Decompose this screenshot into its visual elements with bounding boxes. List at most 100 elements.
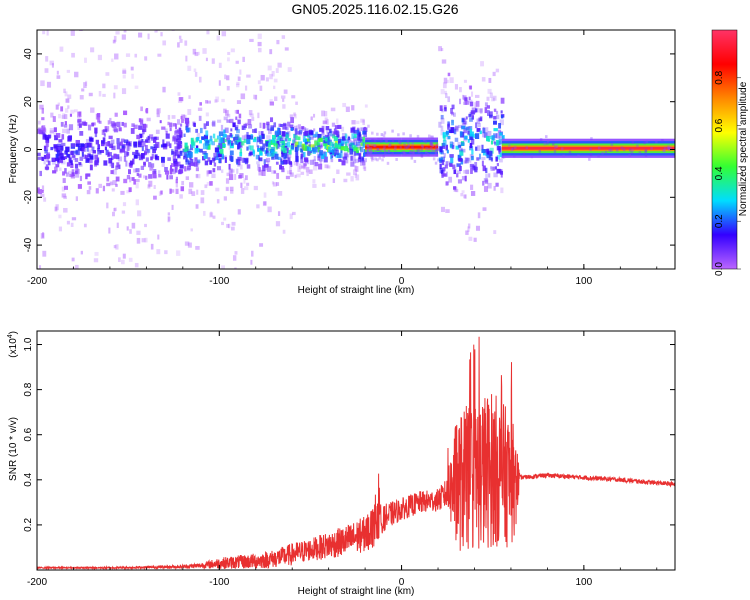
spectrogram-cell bbox=[246, 134, 251, 140]
spectrogram-cell bbox=[152, 146, 157, 151]
spectrogram-cell bbox=[95, 427, 99, 431]
spectrogram-cell bbox=[458, 158, 463, 162]
spectrogram-cell bbox=[336, 153, 342, 159]
spectrogram-cell bbox=[121, 121, 124, 126]
spectrogram-cell bbox=[134, 85, 139, 89]
spectrogram-cell bbox=[94, 127, 98, 134]
spectrogram-cell bbox=[350, 145, 353, 150]
spectrogram-cell bbox=[546, 141, 549, 145]
spectrogram-cell bbox=[237, 209, 241, 215]
spectrogram-cell bbox=[353, 129, 357, 134]
snr-frame bbox=[36, 330, 676, 571]
spectrogram-cell bbox=[115, 183, 118, 187]
spectrogram-cell bbox=[241, 135, 246, 140]
spectrogram-cell bbox=[237, 156, 242, 161]
spectrogram-cell bbox=[266, 147, 269, 154]
spectrogram-cell bbox=[453, 169, 457, 175]
spectrogram-cell bbox=[257, 112, 260, 119]
spectrogram-cell bbox=[260, 74, 265, 81]
spectrogram-cell bbox=[359, 138, 365, 143]
spectrogram-cell bbox=[280, 140, 286, 144]
spectrogram-cell bbox=[49, 130, 54, 134]
spectrogram-cell bbox=[187, 109, 192, 115]
spectrogram-cell bbox=[493, 108, 497, 112]
spectrogram-cell bbox=[172, 155, 177, 162]
spectrogram-cell bbox=[206, 170, 210, 175]
spectrogram-cell bbox=[383, 131, 387, 135]
spectrogram-cell bbox=[636, 144, 639, 148]
spectrogram-cell bbox=[184, 40, 188, 46]
spectrogram-cell bbox=[131, 123, 135, 127]
spectrogram-cell bbox=[312, 183, 317, 188]
spectrogram-cell bbox=[188, 4, 190, 7]
spectrogram-cell bbox=[333, 135, 338, 142]
spectrogram-cell bbox=[487, 88, 492, 94]
spectrogram-cell bbox=[209, 212, 214, 218]
spectrogram-cell bbox=[259, 85, 263, 91]
spectrogram-cell bbox=[438, 46, 442, 52]
spectrogram-cell bbox=[463, 194, 467, 199]
spectrogram-cell bbox=[342, 102, 347, 108]
spectrogram-cell bbox=[280, 95, 286, 99]
spectrogram-cell bbox=[71, 154, 76, 158]
spectrogram-cell bbox=[638, 151, 642, 155]
spectrogram-cell bbox=[158, 191, 162, 196]
spectrogram-cell bbox=[250, 133, 253, 140]
spectrogram-cell bbox=[139, 119, 144, 125]
spectrogram-cell bbox=[261, 133, 265, 139]
spectrogram-cell bbox=[138, 32, 143, 38]
spectrogram-cell bbox=[353, 139, 358, 146]
spectrogram-cell bbox=[111, 58, 114, 62]
spectrogram-cell bbox=[430, 148, 433, 152]
spectrogram-cell bbox=[485, 167, 488, 173]
snr-x-tick-label: -100 bbox=[209, 577, 229, 588]
spectrogram-cell bbox=[377, 137, 380, 141]
spectrogram-cell bbox=[167, 216, 170, 223]
spectrogram-cell bbox=[445, 209, 450, 213]
spectrogram-cell bbox=[444, 164, 448, 169]
spectrogram-cell bbox=[427, 147, 430, 151]
spectrogram-cell bbox=[67, 105, 70, 109]
spectrogram-cell bbox=[122, 148, 126, 153]
spectrogram-cell bbox=[455, 188, 459, 193]
spectrogram-cell bbox=[450, 111, 454, 116]
spectrogram-cell bbox=[232, 122, 236, 128]
spectrogram-cell bbox=[114, 112, 118, 117]
spectrogram-cell bbox=[469, 163, 475, 168]
spectrogram-cell bbox=[287, 67, 292, 72]
spectrogram-cell bbox=[220, 124, 224, 131]
spectrogram-cell bbox=[169, 122, 173, 128]
spectrogram-cell bbox=[129, 176, 132, 183]
spectrogram-cell bbox=[499, 152, 503, 157]
spectrogram-cell bbox=[190, 158, 194, 163]
spectrogram-cell bbox=[166, 141, 170, 147]
spectrogram-cell bbox=[577, 154, 580, 158]
spectrogram-cell bbox=[319, 127, 324, 132]
spectrogram-cell bbox=[135, 178, 140, 183]
spectrogram-cell bbox=[281, 131, 286, 137]
spectrogram-cell bbox=[259, 122, 262, 129]
spectrogram-cell bbox=[463, 160, 467, 164]
spectrogram-cell bbox=[208, 170, 212, 174]
spectrogram-cell bbox=[324, 117, 328, 124]
spectrogram-heatmap bbox=[37, 4, 675, 431]
spectrogram-cell bbox=[57, 158, 60, 164]
spectrogram-cell bbox=[468, 236, 473, 241]
spectrogram-cell bbox=[501, 135, 505, 140]
spectrogram-cell bbox=[54, 166, 58, 172]
spectrogram-cell bbox=[134, 291, 138, 295]
spectrogram-cell bbox=[279, 143, 284, 148]
spectrogram-cell bbox=[88, 142, 93, 148]
spectrogram-cell bbox=[300, 171, 305, 175]
spectrogram-cell bbox=[266, 135, 271, 140]
spectrogram-cell bbox=[489, 150, 493, 157]
spectrogram-cell bbox=[69, 152, 72, 158]
spectrogram-cell bbox=[148, 134, 154, 139]
spectrogram-cell bbox=[359, 134, 362, 140]
spectrogram-cell bbox=[164, 128, 168, 132]
spectrogram-cell bbox=[344, 142, 348, 148]
spectrogram-cell bbox=[430, 142, 433, 146]
spectrogram-cell bbox=[628, 153, 632, 157]
spectrogram-cell bbox=[250, 145, 254, 151]
spectrogram-cell bbox=[183, 114, 187, 121]
